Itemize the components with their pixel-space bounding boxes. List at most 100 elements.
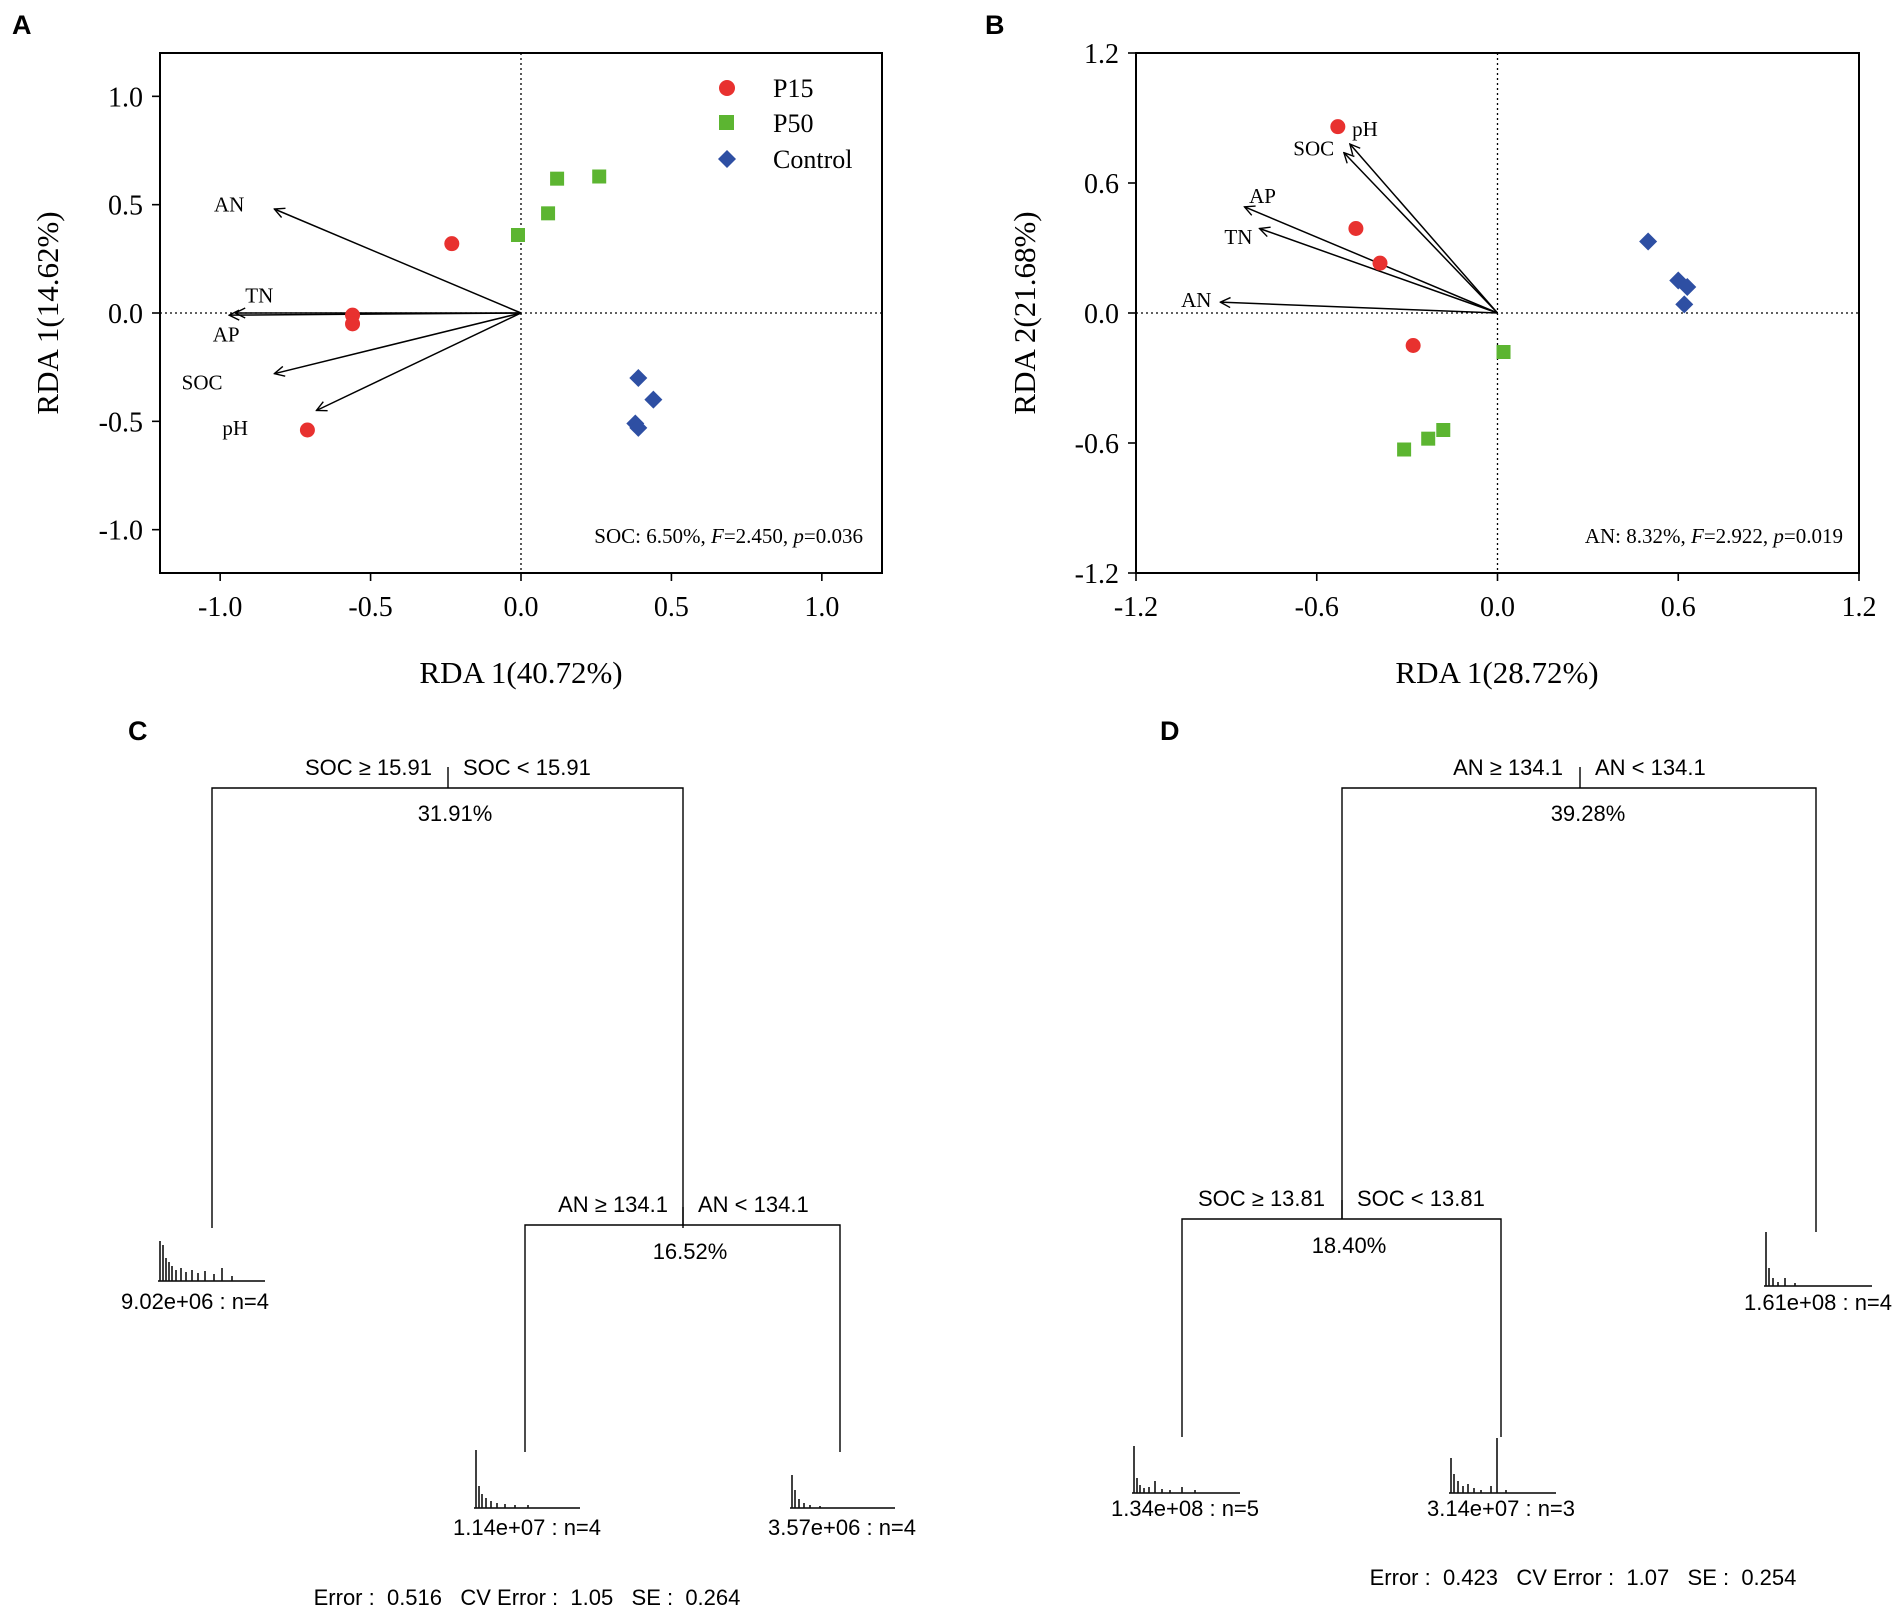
y-tick-label-b-1: -0.6 xyxy=(1075,429,1119,460)
stat-annotation-a: SOC: 6.50%, F=2.450, p=0.036 xyxy=(594,524,863,548)
tree-c-root-left-split: SOC ≥ 15.91 xyxy=(305,755,432,780)
point-p15-a-2 xyxy=(345,316,361,332)
legend-label-p15: P15 xyxy=(773,74,813,103)
tree-c-leaf2-label: 1.14e+07 : n=4 xyxy=(453,1515,601,1540)
tree-c-sub-percent: 16.52% xyxy=(653,1239,728,1264)
vector-arrow-ap-a xyxy=(229,313,522,315)
tree-d-sub-left-split: SOC ≥ 13.81 xyxy=(1198,1186,1325,1211)
point-control-b-2 xyxy=(1678,278,1697,296)
regression-tree-d xyxy=(1132,767,1872,1494)
x-tick-label-a-2: 0.0 xyxy=(504,592,539,623)
y-tick-label-a-4: 1.0 xyxy=(108,82,143,113)
x-tick-label-b-4: 1.2 xyxy=(1842,592,1877,623)
tree-c-error-summary: Error : 0.516 CV Error : 1.05 SE : 0.264 xyxy=(314,1585,741,1610)
vector-label-soc-a: SOC xyxy=(182,370,223,394)
x-tick-label-a-4: 1.0 xyxy=(804,592,839,623)
tree-d-root-left-split: AN ≥ 134.1 xyxy=(1453,755,1563,780)
y-tick-label-b-3: 0.6 xyxy=(1084,169,1119,200)
panel-letter-a: A xyxy=(12,10,32,40)
vector-arrow-soc-a xyxy=(274,312,522,374)
tree-d-leaf1-label: 1.34e+08 : n=5 xyxy=(1111,1496,1259,1521)
y-axis-title-b: RDA 2(21.68%) xyxy=(1007,211,1042,414)
legend-marker-control xyxy=(718,150,736,168)
panel-letter-d: D xyxy=(1160,716,1180,746)
tree-d-sub-percent: 18.40% xyxy=(1312,1233,1387,1258)
y-tick-label-a-2: 0.0 xyxy=(108,299,143,330)
y-tick-label-a-3: 0.5 xyxy=(108,191,143,222)
point-control-a-1 xyxy=(644,390,663,409)
panel-letter-c: C xyxy=(128,716,148,746)
legend-label-p50: P50 xyxy=(773,109,813,138)
tree-c-labels: SOC ≥ 15.91 SOC < 15.91 31.91% AN ≥ 134.… xyxy=(121,755,916,1610)
vector-label-ph-b: pH xyxy=(1352,117,1378,141)
tree-c-leaf1-histogram xyxy=(159,1241,233,1281)
panel-letter-b: B xyxy=(985,10,1005,40)
point-p50-b-1 xyxy=(1436,423,1451,437)
vector-label-tn-a: TN xyxy=(245,284,273,308)
tree-c-leaf1-label: 9.02e+06 : n=4 xyxy=(121,1289,269,1314)
vector-label-soc-b: SOC xyxy=(1293,136,1334,160)
x-tick-label-b-0: -1.2 xyxy=(1114,592,1158,623)
point-p15-b-3 xyxy=(1405,338,1421,353)
point-p15-b-1 xyxy=(1348,221,1364,236)
vector-arrow-tn-b xyxy=(1260,229,1498,314)
tree-d-leaf2-label: 3.14e+07 : n=3 xyxy=(1427,1496,1575,1521)
rda-plot-a: -1.0 -0.5 0.0 0.5 1.0 -1.0 -0.5 0.0 0.5 1.0 AN TNA… xyxy=(30,52,883,690)
rda-plot-b: -1.2 -0.6 0.0 0.6 1.2 -1.2 -0.6 0.0 0.6 1.2 pH SOC… xyxy=(1007,39,1877,690)
vector-arrow-soc-b xyxy=(1344,153,1499,314)
point-control-a-3 xyxy=(629,418,648,437)
point-p15-a-0 xyxy=(444,236,460,252)
y-tick-label-b-2: 0.0 xyxy=(1084,299,1119,330)
point-p50-a-0 xyxy=(510,228,525,242)
legend-marker-p15 xyxy=(719,80,735,96)
point-control-b-0 xyxy=(1639,232,1658,251)
legend-label-control: Control xyxy=(773,145,852,174)
point-p15-b-0 xyxy=(1330,119,1346,135)
x-tick-label-b-3: 0.6 xyxy=(1661,592,1696,623)
tree-c-root-right-split: SOC < 15.91 xyxy=(463,755,591,780)
vector-arrow-ap-b xyxy=(1244,207,1498,314)
x-tick-label-b-1: -0.6 xyxy=(1295,592,1339,623)
x-tick-label-a-3: 0.5 xyxy=(654,592,689,623)
tree-d-labels: AN ≥ 134.1 AN < 134.1 39.28% SOC ≥ 13.81… xyxy=(1111,755,1892,1590)
legend-marker-p50 xyxy=(719,115,734,130)
tree-c-sub-left-split: AN ≥ 134.1 xyxy=(558,1192,668,1217)
tree-d-root-percent: 39.28% xyxy=(1551,801,1626,826)
vector-arrow-an-b xyxy=(1220,302,1498,314)
point-p50-a-2 xyxy=(550,171,565,186)
tree-d-leaf3-histogram xyxy=(1765,1232,1796,1286)
y-tick-label-a-0: -1.0 xyxy=(99,516,143,547)
point-p50-b-3 xyxy=(1397,442,1412,457)
tree-c-root-percent: 31.91% xyxy=(418,801,493,826)
vector-label-ap-b: AP xyxy=(1249,184,1276,208)
tree-c-leaf3-label: 3.57e+06 : n=4 xyxy=(768,1515,916,1540)
vector-label-ap-a: AP xyxy=(213,323,240,347)
point-control-b-3 xyxy=(1675,295,1694,314)
y-tick-label-b-4: 1.2 xyxy=(1084,39,1119,70)
point-p15-b-2 xyxy=(1372,255,1388,271)
vector-label-tn-b: TN xyxy=(1224,225,1252,249)
vector-label-an-b: AN xyxy=(1181,288,1211,312)
point-p15-a-3 xyxy=(299,422,315,438)
tree-c-root-branch xyxy=(211,787,684,1228)
tree-c-leaf2-histogram xyxy=(475,1450,529,1508)
tree-d-leaf3-label: 1.61e+08 : n=4 xyxy=(1744,1290,1892,1315)
tree-d-root-right-split: AN < 134.1 xyxy=(1595,755,1706,780)
tree-d-leaf2-histogram xyxy=(1450,1438,1507,1493)
x-tick-label-b-2: 0.0 xyxy=(1480,592,1515,623)
tree-d-leaf1-histogram xyxy=(1133,1446,1196,1493)
legend-a: P15 P50 Control xyxy=(718,74,852,174)
vector-arrow-ph-a xyxy=(316,312,522,411)
x-axis-title-b: RDA 1(28.72%) xyxy=(1395,655,1598,690)
y-tick-label-a-1: -0.5 xyxy=(99,407,143,438)
tree-c-sub-right-split: AN < 134.1 xyxy=(698,1192,809,1217)
point-p50-b-2 xyxy=(1421,431,1436,446)
x-tick-label-a-0: -1.0 xyxy=(198,592,242,623)
vector-label-an-a: AN xyxy=(214,193,244,217)
tree-d-error-summary: Error : 0.423 CV Error : 1.07 SE : 0.254 xyxy=(1370,1565,1797,1590)
tree-d-root-branch xyxy=(1341,787,1817,1232)
point-p50-a-1 xyxy=(541,206,556,221)
x-axis-title-a: RDA 1(40.72%) xyxy=(419,655,622,690)
vector-label-ph-a: pH xyxy=(222,416,248,440)
tree-d-sub-right-split: SOC < 13.81 xyxy=(1357,1186,1485,1211)
